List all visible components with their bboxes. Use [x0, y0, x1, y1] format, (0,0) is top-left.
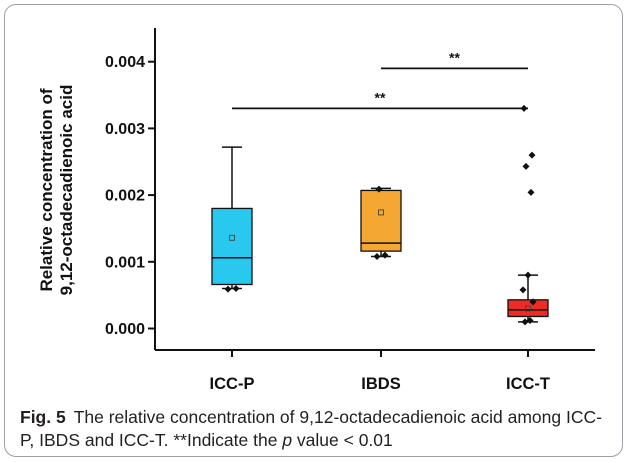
data-point	[382, 252, 389, 259]
data-point	[233, 285, 240, 292]
data-point	[523, 163, 530, 170]
y-tick-label: 0.002	[105, 188, 145, 205]
box-ibds	[361, 186, 401, 260]
y-axis-label-line2: 9,12-octadecadienoic acid	[57, 85, 76, 296]
boxes	[212, 105, 548, 325]
data-point	[225, 286, 232, 293]
y-tick-label: 0.000	[105, 321, 145, 338]
x-tick-label: ICC-T	[506, 375, 550, 393]
caption-p-symbol: p	[282, 430, 292, 450]
figure-caption: Fig. 5 The relative concentration of 9,12…	[20, 406, 615, 452]
x-tick-label: ICC-P	[210, 375, 255, 393]
significance-label: **	[449, 49, 460, 65]
y-axis: 0.000 0.001 0.002 0.003 0.004	[105, 28, 155, 350]
x-tick-label: IBDS	[361, 375, 400, 393]
box-body	[212, 208, 252, 284]
y-tick-label: 0.001	[105, 254, 145, 271]
data-point	[374, 253, 381, 260]
data-point	[528, 189, 535, 196]
y-tick-label: 0.004	[105, 54, 145, 71]
box-plot-chart: 0.000 0.001 0.002 0.003 0.004 ICC-P IBDS ICC-T…	[0, 0, 630, 400]
caption-text-end: value < 0.01	[292, 430, 393, 450]
data-point	[525, 272, 532, 279]
y-tick-label: 0.003	[105, 121, 145, 138]
x-axis: ICC-P IBDS ICC-T	[155, 350, 595, 393]
box-body	[508, 300, 548, 317]
significance-label: **	[375, 89, 386, 105]
box-icc-p	[212, 147, 252, 293]
box-icc-t	[508, 105, 548, 325]
y-axis-label-line1: Relative concentration of	[37, 88, 56, 291]
figure-label: Fig. 5	[20, 407, 66, 427]
data-point	[529, 152, 536, 159]
significance-annotations: ** **	[232, 49, 528, 108]
box-body	[361, 190, 401, 251]
data-point	[520, 286, 527, 293]
